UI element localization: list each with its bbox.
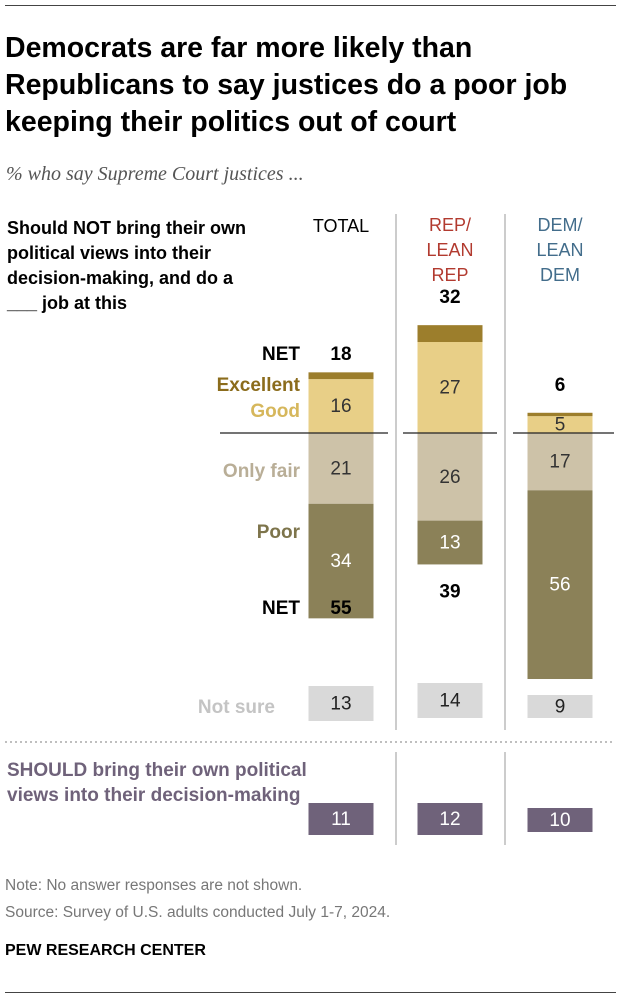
- label-poor-total: 34: [330, 551, 352, 572]
- bar-should-dem: [527, 808, 593, 832]
- bar-excellent-dem: [527, 412, 593, 417]
- chart-subtitle: % who say Supreme Court justices ...: [6, 163, 304, 185]
- column-header-dem: LEAN: [536, 240, 583, 260]
- bar-good-rep: [417, 342, 483, 433]
- label-not-sure-rep: 14: [439, 691, 461, 712]
- legend-not-sure: Not sure: [198, 697, 275, 718]
- label-not-sure-dem: 9: [555, 697, 566, 718]
- bar-only-fair-dem: [527, 433, 593, 491]
- bar-not-sure-rep: [417, 683, 483, 718]
- label-only-fair-dem: 17: [549, 452, 570, 473]
- should-label-line: SHOULD bring their own political: [7, 760, 307, 781]
- bar-should-rep: [417, 803, 483, 835]
- bar-good-dem: [527, 416, 593, 433]
- label-good-total: 16: [330, 396, 351, 417]
- net-negative-rep: 39: [439, 581, 460, 602]
- bar-only-fair-rep: [417, 433, 483, 521]
- label-only-fair-total: 21: [330, 458, 351, 479]
- footer-org: PEW RESEARCH CENTER: [5, 942, 206, 959]
- net-positive-total: 18: [330, 344, 351, 365]
- bar-not-sure-total: [308, 686, 374, 721]
- label-only-fair-rep: 26: [439, 467, 460, 488]
- bar-good-total: [308, 379, 374, 433]
- label-good-dem: 5: [555, 415, 566, 436]
- label-good-rep: 27: [439, 378, 460, 399]
- net-positive-label: NET: [262, 344, 300, 365]
- bar-poor-dem: [527, 490, 593, 680]
- column-header-dem: DEM: [540, 265, 580, 285]
- net-negative-label: NET: [262, 598, 300, 619]
- column-header-rep: REP/: [429, 215, 471, 235]
- net-negative-total: 55: [330, 598, 352, 619]
- bar-excellent-rep: [417, 325, 483, 343]
- bar-poor-rep: [417, 520, 483, 565]
- legend-excellent: Excellent: [217, 375, 301, 396]
- chart-area: TOTAL REP/LEAN REP DEM/LEAN DEM 16 21 34 18 55 13 1…: [5, 214, 615, 845]
- net-positive-dem: 6: [555, 375, 566, 396]
- chart-title: Democrats are far more likely than Repub…: [5, 32, 568, 138]
- column-header-rep: LEAN: [426, 240, 473, 260]
- label-should-total: 11: [331, 809, 351, 830]
- legend-only-fair: Only fair: [223, 461, 301, 482]
- label-not-sure-total: 13: [330, 694, 351, 715]
- should-label-line: views into their decision-making: [7, 785, 301, 806]
- label-poor-rep: 13: [439, 533, 460, 554]
- top-rule: [5, 5, 616, 6]
- bar-only-fair-total: [308, 433, 374, 504]
- bar-should-total: [308, 803, 374, 835]
- label-poor-dem: 56: [549, 575, 570, 596]
- bottom-rule: [5, 992, 616, 993]
- bar-poor-total: [308, 503, 374, 619]
- column-header-rep: REP: [431, 265, 468, 285]
- legend-good: Good: [250, 401, 300, 422]
- column-header-total: TOTAL: [313, 216, 369, 236]
- bar-excellent-total: [308, 372, 374, 380]
- question-label: Should NOT bring their own political vie…: [7, 218, 246, 313]
- label-should-rep: 12: [439, 809, 460, 830]
- footer-source: Source: Survey of U.S. adults conducted …: [5, 904, 391, 921]
- footer-note: Note: No answer responses are not shown.: [5, 877, 303, 894]
- net-positive-rep: 32: [439, 287, 460, 308]
- column-header-dem: DEM/: [538, 215, 583, 235]
- label-should-dem: 10: [549, 810, 570, 831]
- should-label: SHOULD bring their own political views in…: [7, 760, 307, 806]
- legend-poor: Poor: [257, 522, 301, 543]
- bar-not-sure-dem: [527, 695, 593, 718]
